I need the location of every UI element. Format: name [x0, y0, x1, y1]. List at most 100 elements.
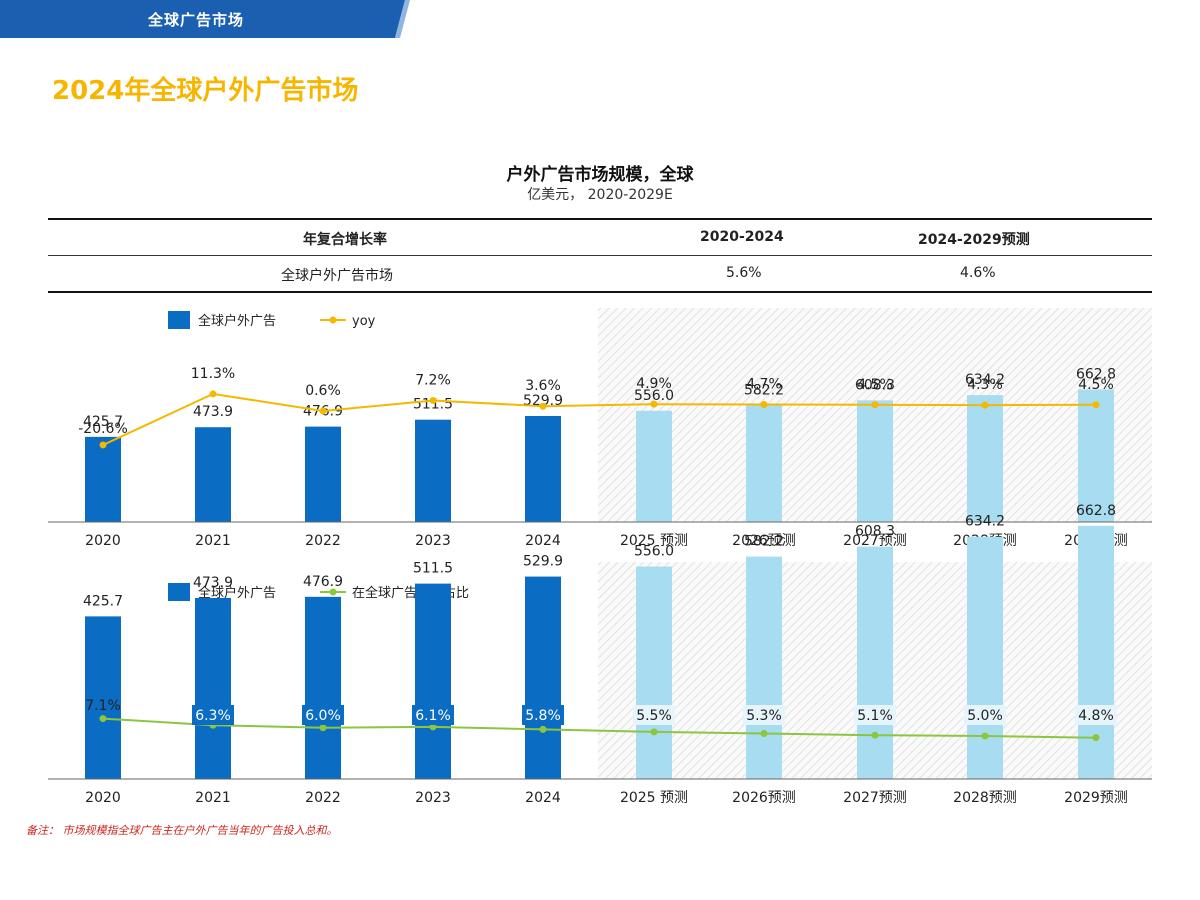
bar — [85, 616, 121, 779]
line-label-box — [964, 705, 1006, 725]
bar — [525, 416, 561, 522]
line-label-box — [743, 705, 785, 725]
line-point — [981, 732, 989, 740]
category-label: 2020 — [85, 533, 121, 549]
cagr-header-label: 年复合增长率 — [303, 232, 387, 248]
category-label: 2026预测 — [732, 533, 796, 549]
bar — [305, 426, 341, 522]
category-label: 2024 — [525, 533, 561, 549]
bar-value-label: 425.7 — [83, 593, 123, 609]
bar — [857, 400, 893, 522]
bar — [746, 405, 782, 522]
line-point — [871, 401, 879, 409]
line-label-box — [192, 705, 234, 725]
line-point — [539, 402, 547, 410]
cagr-table: 年复合增长率 2020-2024 2024-2029预测 全球户外广告市场 5.… — [48, 218, 1152, 293]
line-point — [760, 400, 768, 408]
line-value-label: 5.5% — [636, 708, 672, 724]
line-point — [871, 731, 879, 739]
bar — [967, 395, 1003, 522]
bar-value-label: 634.2 — [965, 514, 1005, 530]
line-value-label: 4.5% — [1078, 377, 1114, 393]
line-value-label: 4.3% — [967, 377, 1003, 393]
line-point — [760, 730, 768, 738]
line-label-box — [633, 705, 675, 725]
line-value-label: 6.1% — [415, 708, 451, 724]
line-value-label: 0.6% — [305, 383, 341, 399]
bar — [967, 536, 1003, 779]
line-label-box — [522, 705, 564, 725]
bar-value-label: 556.0 — [634, 544, 674, 560]
bar — [195, 597, 231, 779]
chart-title: 户外广告市场规模，全球 — [506, 165, 694, 185]
line-point — [99, 441, 107, 449]
bar-value-label: 662.8 — [1076, 366, 1116, 382]
line-value-label: 4.9% — [636, 376, 672, 392]
line-series — [102, 717, 1097, 739]
legend-line-label: yoy — [352, 314, 376, 329]
line-series — [102, 392, 1097, 446]
legend-line-marker — [329, 588, 337, 596]
bar — [525, 576, 561, 779]
bar-value-label: 425.7 — [83, 414, 123, 430]
cagr-row-label: 全球户外广告市场 — [281, 268, 393, 284]
line-value-label: 5.1% — [857, 708, 893, 724]
line-point — [429, 396, 437, 404]
section-tab-shape — [0, 0, 410, 38]
category-label: 2023 — [415, 790, 451, 806]
bar-value-label: 582.2 — [744, 534, 784, 550]
category-label: 2021 — [195, 533, 231, 549]
legend-line-label: 在全球广告市场占比 — [352, 585, 469, 601]
bar-value-label: 608.3 — [855, 524, 895, 540]
line-value-label: 5.0% — [967, 708, 1003, 724]
line-value-label: -20.6% — [78, 421, 128, 437]
line-value-label: 4.7% — [746, 376, 782, 392]
category-label: 2025 预测 — [620, 790, 688, 806]
line-value-label: 4.5% — [857, 377, 893, 393]
bar-value-label: 473.9 — [193, 575, 233, 591]
bar-value-label: 473.9 — [193, 404, 233, 420]
cagr-header-period1: 2020-2024 — [700, 229, 784, 245]
bar — [636, 566, 672, 779]
line-point — [319, 724, 327, 732]
cagr-row-value1: 5.6% — [726, 265, 762, 281]
bar — [415, 419, 451, 522]
bar-value-label: 511.5 — [413, 561, 453, 577]
bar — [857, 546, 893, 779]
section-tab-label: 全球广告市场 — [148, 11, 245, 29]
line-point — [429, 723, 437, 731]
category-label: 2027预测 — [843, 790, 907, 806]
category-label: 2023 — [415, 533, 451, 549]
line-label-box — [1075, 705, 1117, 725]
bar-value-label: 476.9 — [303, 574, 343, 590]
bar-value-label: 608.3 — [855, 377, 895, 393]
category-label: 2027预测 — [843, 533, 907, 549]
category-label: 2026预测 — [732, 790, 796, 806]
category-label: 2022 — [305, 533, 341, 549]
cagr-header-row: 年复合增长率 2020-2024 2024-2029预测 — [48, 218, 1152, 256]
legend-bar-label: 全球户外广告 — [198, 313, 276, 329]
line-label-box — [854, 705, 896, 725]
line-point — [650, 728, 658, 736]
legend-bar-swatch — [168, 583, 190, 601]
line-point — [209, 390, 217, 398]
bar-value-label: 634.2 — [965, 372, 1005, 388]
page-title: 2024年全球户外广告市场 — [52, 76, 359, 106]
chart-subtitle: 亿美元， 2020-2029E — [527, 187, 673, 203]
line-point — [650, 400, 658, 408]
category-label: 2020 — [85, 790, 121, 806]
category-label: 2021 — [195, 790, 231, 806]
legend-bar-label: 全球户外广告 — [198, 585, 276, 601]
category-label: 2029预测 — [1064, 790, 1128, 806]
line-value-label: 5.8% — [525, 708, 561, 724]
legend-line-marker — [329, 316, 337, 324]
bar — [746, 556, 782, 779]
bar — [195, 427, 231, 522]
line-point — [981, 401, 989, 409]
bar — [85, 436, 121, 522]
category-label: 2025 预测 — [620, 533, 688, 549]
line-label-box — [412, 705, 454, 725]
bar — [1078, 389, 1114, 522]
bar-value-label: 662.8 — [1076, 503, 1116, 519]
